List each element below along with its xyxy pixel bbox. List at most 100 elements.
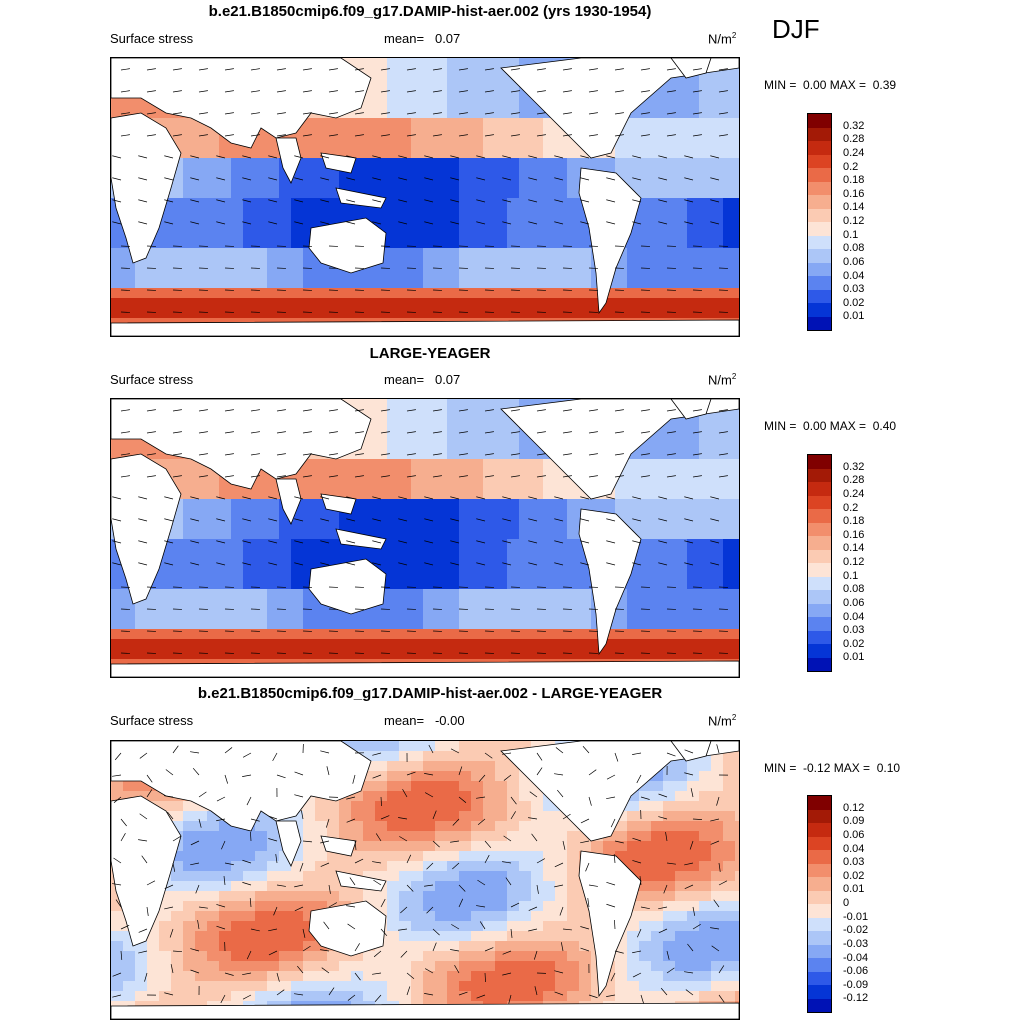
colorbar-swatch: [808, 563, 831, 577]
panel-2-units-text: N/m: [708, 372, 732, 388]
colorbar-swatch: [808, 877, 831, 891]
panel-2-colorbar: [807, 454, 832, 672]
colorbar-tick-label: -0.03: [843, 937, 869, 950]
colorbar-tick-label: 0.04: [843, 269, 865, 282]
colorbar-tick-label: 0.16: [843, 187, 865, 200]
panel-2-map-svg: [111, 399, 739, 677]
colorbar-swatch: [808, 823, 831, 837]
colorbar-tick-label: 0.03: [843, 624, 865, 637]
panel-3-map-svg: [111, 741, 739, 1019]
colorbar-tick-label: 0.32: [843, 119, 865, 132]
panel-3-min-value: -0.12: [803, 761, 831, 775]
panel-3-max-value: 0.10: [876, 761, 901, 775]
panel-2-max-label: MAX =: [829, 419, 867, 433]
panel-3-units-sup: 2: [731, 713, 737, 722]
colorbar-tick-label: 0.2: [843, 501, 859, 514]
colorbar-tick-label: 0.08: [843, 242, 865, 255]
colorbar-swatch: [808, 998, 831, 1012]
colorbar-swatch: [808, 468, 831, 482]
colorbar-swatch: [808, 836, 831, 850]
colorbar-swatch: [808, 522, 831, 536]
colorbar-swatch: [808, 154, 831, 168]
colorbar-tick-label: 0.06: [843, 596, 865, 609]
panel-2-mean-label: mean=: [384, 372, 425, 387]
colorbar-tick-label: 0.01: [843, 651, 865, 664]
colorbar-tick-label: 0.1: [843, 228, 859, 241]
colorbar-swatch: [808, 549, 831, 563]
colorbar-tick-label: 0.14: [843, 201, 865, 214]
colorbar-swatch: [808, 289, 831, 303]
panel-3-mean-value: -0.00: [434, 713, 465, 728]
colorbar-tick-label: 0.12: [843, 556, 865, 568]
colorbar-tick-label: 0.02: [843, 637, 865, 650]
colorbar-tick-label: 0.14: [843, 542, 865, 555]
panel-1-units: N/m2: [708, 31, 736, 46]
continents: [111, 399, 739, 677]
panel-2-min-value: 0.00: [803, 419, 827, 433]
colorbar-swatch: [808, 276, 831, 290]
colorbar-swatch: [808, 222, 831, 236]
colorbar-tick-label: 0.06: [843, 828, 865, 841]
colorbar-swatch: [808, 509, 831, 523]
colorbar-swatch: [808, 536, 831, 550]
colorbar-tick-label: 0.12: [843, 215, 865, 227]
colorbar-swatch: [808, 235, 831, 249]
colorbar-swatch: [808, 863, 831, 877]
colorbar-tick-label: 0.03: [843, 856, 865, 869]
panel-3-units-text: N/m: [708, 713, 732, 729]
colorbar-swatch: [808, 904, 831, 918]
panel-1-units-text: N/m: [708, 31, 732, 47]
colorbar-swatch: [808, 482, 831, 496]
colorbar-swatch: [808, 644, 831, 658]
continents: [111, 58, 739, 336]
colorbar-tick-label: -0.01: [843, 910, 869, 923]
colorbar-swatch: [808, 971, 831, 985]
colorbar-tick-label: -0.04: [843, 951, 869, 964]
panel-3-map: [110, 740, 740, 1020]
panel-2-mean: mean= 0.07: [384, 372, 460, 387]
panel-2-minmax: MIN = 0.00 MAX = 0.40: [764, 419, 896, 433]
colorbar-tick-label: 0.24: [843, 487, 865, 500]
panel-1-map-svg: [111, 58, 739, 336]
colorbar-swatch: [808, 114, 831, 128]
colorbar-tick-label: 0.24: [843, 146, 865, 159]
colorbar-tick-label: 0.09: [843, 815, 865, 828]
panel-1-units-sup: 2: [731, 31, 737, 40]
colorbar-swatch: [808, 917, 831, 931]
colorbar-tick-label: 0.08: [843, 583, 865, 596]
colorbar-swatch: [808, 208, 831, 222]
panel-1-title: b.e21.B1850cmip6.f09_g17.DAMIP-hist-aer.…: [208, 3, 652, 20]
panel-1-colorbar: [807, 113, 832, 331]
colorbar-swatch: [808, 141, 831, 155]
panel-2-max-value: 0.40: [872, 419, 897, 433]
colorbar-swatch: [808, 249, 831, 263]
colorbar-swatch: [808, 985, 831, 999]
colorbar-tick-label: 0: [843, 897, 850, 909]
stress-vectors: [112, 409, 729, 654]
panel-2-map: [110, 398, 740, 678]
panel-2-mean-value: 0.07: [434, 372, 461, 387]
colorbar-swatch: [808, 796, 831, 810]
panel-1-variable-label: Surface stress: [110, 31, 194, 46]
colorbar-swatch: [808, 303, 831, 317]
colorbar-tick-label: 0.18: [843, 174, 865, 187]
panel-1-mean: mean= 0.07: [384, 31, 460, 46]
panel-3-min-label: MIN =: [764, 761, 797, 775]
colorbar-tick-label: 0.04: [843, 610, 865, 623]
panel-1-mean-value: 0.07: [434, 31, 461, 46]
colorbar-swatch: [808, 262, 831, 276]
colorbar-swatch: [808, 809, 831, 823]
panel-3-minmax: MIN = -0.12 MAX = 0.10: [764, 761, 900, 775]
panel-2-min-label: MIN =: [764, 419, 797, 433]
colorbar-swatch: [808, 495, 831, 509]
colorbar-swatch: [808, 617, 831, 631]
colorbar-tick-label: 0.06: [843, 255, 865, 268]
panel-2-variable-label: Surface stress: [110, 372, 194, 387]
panel-3-max-label: MAX =: [833, 761, 871, 775]
colorbar-tick-label: 0.02: [843, 869, 865, 882]
colorbar-swatch: [808, 657, 831, 671]
colorbar-swatch: [808, 958, 831, 972]
panel-1-max-value: 0.39: [872, 78, 897, 92]
stress-vectors: [112, 68, 729, 313]
colorbar-tick-label: 0.28: [843, 474, 865, 487]
